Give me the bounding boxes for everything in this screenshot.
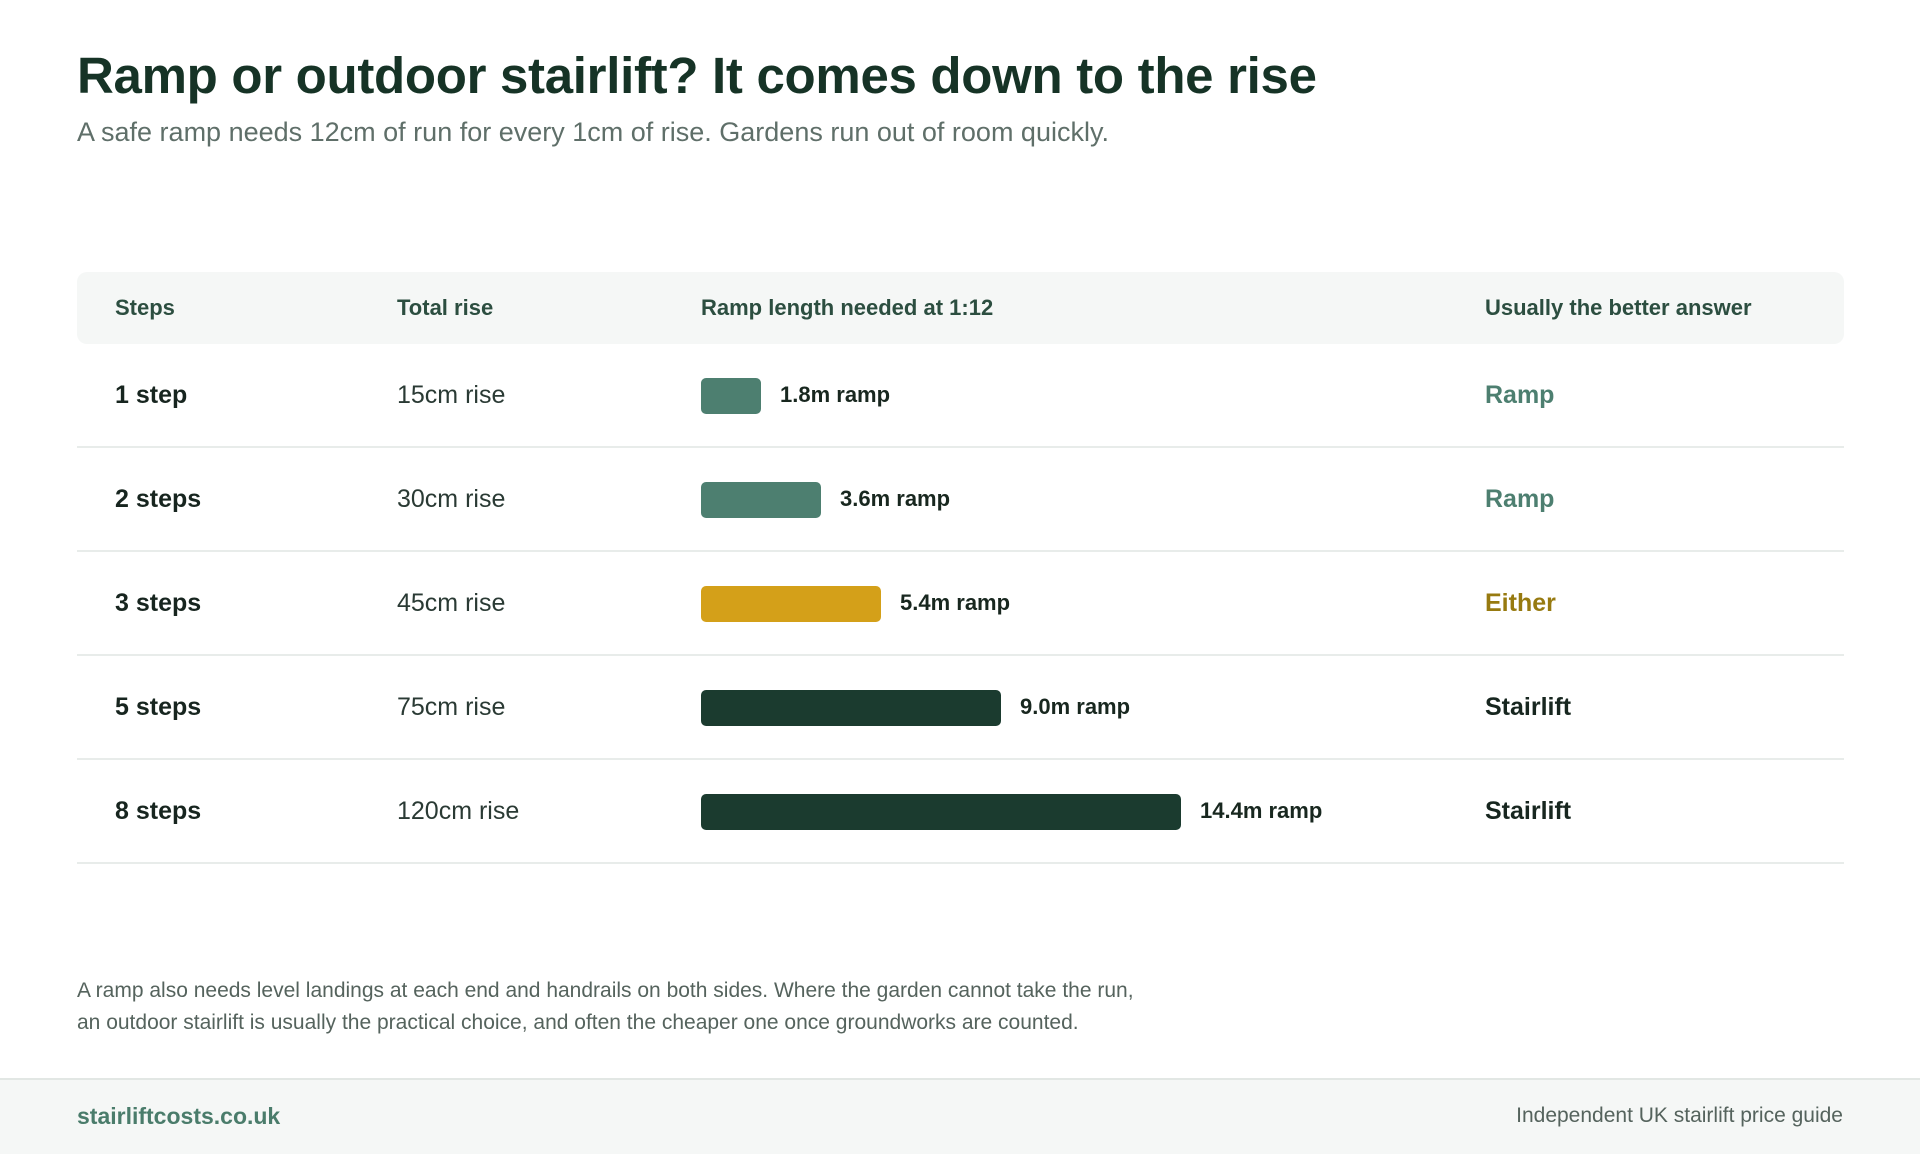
ramp-length-label: 3.6m ramp [840, 486, 951, 511]
row-total-rise: 30cm rise [397, 485, 506, 513]
row-steps: 1 step [115, 381, 188, 409]
row-steps: 5 steps [115, 693, 202, 721]
ramp-length-bar [701, 690, 1001, 726]
ramp-length-label: 9.0m ramp [1020, 694, 1131, 719]
page-title: Ramp or outdoor stairlift? It comes down… [77, 47, 1317, 104]
ramp-length-label: 14.4m ramp [1200, 798, 1323, 823]
ramp-length-bar [701, 794, 1181, 830]
row-total-rise: 75cm rise [397, 693, 506, 721]
column-header-ramp-length: Ramp length needed at 1:12 [701, 295, 994, 320]
footnote: A ramp also needs level landings at each… [77, 975, 1337, 1039]
column-header-steps: Steps [115, 295, 175, 320]
ramp-length-bar [701, 586, 881, 622]
table-row: 2 steps 30cm rise 3.6m ramp Ramp [77, 448, 1844, 552]
footer-tagline: Independent UK stairlift price guide [1516, 1104, 1843, 1127]
row-ramp-length: 14.4m ramp [701, 760, 1461, 862]
comparison-table: Steps Total rise Ramp length needed at 1… [77, 272, 1844, 864]
row-ramp-length: 3.6m ramp [701, 448, 1461, 550]
ramp-length-label: 5.4m ramp [900, 590, 1011, 615]
row-steps: 8 steps [115, 797, 202, 825]
table-body: 1 step 15cm rise 1.8m ramp Ramp 2 steps 30cm … [77, 344, 1844, 864]
footnote-line-1: A ramp also needs level landings at each… [77, 979, 1134, 1002]
ramp-length-bar [701, 378, 761, 414]
row-better-answer: Stairlift [1485, 693, 1572, 721]
column-header-better-answer: Usually the better answer [1485, 295, 1752, 320]
row-better-answer: Ramp [1485, 381, 1555, 409]
row-better-answer: Stairlift [1485, 797, 1572, 825]
column-header-total-rise: Total rise [397, 295, 494, 320]
table-row: 8 steps 120cm rise 14.4m ramp Stairlift [77, 760, 1844, 864]
footer: stairliftcosts.co.uk Independent UK stai… [0, 1078, 1920, 1154]
row-ramp-length: 1.8m ramp [701, 344, 1461, 446]
row-total-rise: 45cm rise [397, 589, 506, 617]
row-better-answer: Ramp [1485, 485, 1555, 513]
table-row: 5 steps 75cm rise 9.0m ramp Stairlift [77, 656, 1844, 760]
ramp-length-label: 1.8m ramp [780, 382, 891, 407]
row-steps: 2 steps [115, 485, 202, 513]
table-header: Steps Total rise Ramp length needed at 1… [77, 272, 1844, 344]
table-row: 3 steps 45cm rise 5.4m ramp Either [77, 552, 1844, 656]
ramp-length-bar [701, 482, 821, 518]
table-row: 1 step 15cm rise 1.8m ramp Ramp [77, 344, 1844, 448]
row-ramp-length: 5.4m ramp [701, 552, 1461, 654]
row-better-answer: Either [1485, 589, 1556, 617]
footer-brand-link[interactable]: stairliftcosts.co.uk [77, 1103, 281, 1129]
row-ramp-length: 9.0m ramp [701, 656, 1461, 758]
row-total-rise: 15cm rise [397, 381, 506, 409]
row-steps: 3 steps [115, 589, 202, 617]
page-subtitle: A safe ramp needs 12cm of run for every … [77, 117, 1109, 147]
row-total-rise: 120cm rise [397, 797, 520, 825]
footnote-line-2: an outdoor stairlift is usually the prac… [77, 1011, 1079, 1034]
